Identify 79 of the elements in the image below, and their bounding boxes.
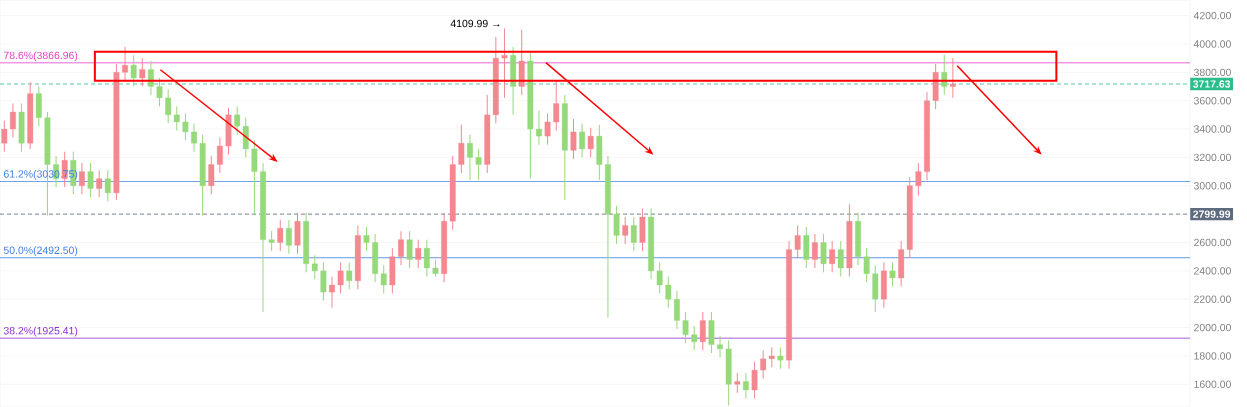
candlestick [182, 112, 189, 141]
candlestick [423, 239, 430, 278]
y-tick-label: 2000.00 [1194, 323, 1231, 332]
candlestick [139, 57, 146, 87]
candlestick [320, 261, 327, 302]
candlestick [613, 205, 620, 245]
y-tick-label: 2600.00 [1194, 238, 1231, 247]
candlestick [156, 77, 163, 107]
candlestick [104, 169, 111, 202]
y-tick-label: 1800.00 [1194, 352, 1231, 360]
candlestick [579, 122, 585, 158]
candlestick [458, 124, 465, 174]
y-tick-label: 3800.00 [1193, 68, 1231, 77]
candlestick [191, 122, 197, 153]
candlestick [544, 112, 551, 146]
candlestick [406, 230, 413, 269]
candlestick [691, 325, 698, 351]
ref-line-label: 38.2%(1925.41) [3, 326, 78, 337]
y-tick-label: 3200.00 [1193, 153, 1231, 162]
candlestick [268, 230, 275, 252]
candlestick [337, 261, 344, 295]
candlestick [467, 134, 473, 181]
candlestick [251, 139, 258, 215]
ref-line-label: 3717.63 [1192, 80, 1231, 88]
candlestick [622, 216, 629, 245]
candlestick [665, 276, 672, 309]
candlestick [285, 219, 292, 255]
candlestick [915, 162, 922, 197]
candlestick [398, 230, 404, 266]
candlestick [630, 216, 637, 252]
candlestick [734, 372, 741, 394]
candlestick [829, 240, 836, 273]
candlestick [682, 311, 689, 344]
candlestick [751, 361, 758, 399]
y-tick-label: 4000.00 [1193, 40, 1231, 48]
y-tick-label: 3400.00 [1193, 125, 1231, 133]
y-tick-label: 4200.00 [1193, 11, 1231, 20]
candlestick [674, 290, 680, 330]
candlestick [96, 169, 103, 198]
y-tick-label: 2400.00 [1194, 267, 1231, 275]
candlestick [743, 372, 749, 399]
annotation: 4109.99 → [450, 19, 500, 28]
candlestick [148, 60, 154, 96]
candlestick [130, 54, 137, 87]
candlestick [949, 57, 956, 99]
y-tick-label: 1600.00 [1194, 380, 1231, 389]
candlestick [329, 276, 335, 309]
ref-line-label: 2799.99 [1193, 210, 1231, 218]
candlestick [1, 120, 8, 153]
candlestick [277, 219, 284, 252]
candlestick [656, 261, 663, 295]
candlestick [717, 335, 723, 358]
candlestick [587, 127, 594, 158]
candlestick [794, 224, 801, 259]
y-tick-label: 3600.00 [1193, 96, 1231, 105]
candlestick [363, 226, 370, 252]
candlestick [837, 240, 844, 278]
candlestick [699, 311, 706, 351]
candlestick [501, 27, 508, 99]
candlestick [10, 103, 16, 139]
candlestick [889, 261, 896, 287]
candlestick [346, 261, 353, 290]
ref-line-label: 50.0%(2492.50) [3, 246, 78, 257]
candlestick [536, 110, 542, 146]
ref-line-label: 78.6%(3866.96) [3, 51, 78, 62]
candlestick [941, 54, 948, 96]
y-tick-label: 3000.00 [1193, 182, 1231, 190]
candlestick [863, 247, 870, 283]
candlestick [415, 239, 422, 269]
candlestick [777, 346, 784, 370]
candlestick [122, 46, 128, 82]
candlestick [553, 80, 560, 131]
candlestick [812, 233, 818, 269]
candlestick [87, 162, 94, 198]
candlestick [475, 148, 482, 181]
candlestick [79, 162, 85, 195]
candlestick [820, 233, 827, 273]
y-tick-label: 2200.00 [1194, 295, 1231, 303]
candlestick [570, 118, 577, 160]
